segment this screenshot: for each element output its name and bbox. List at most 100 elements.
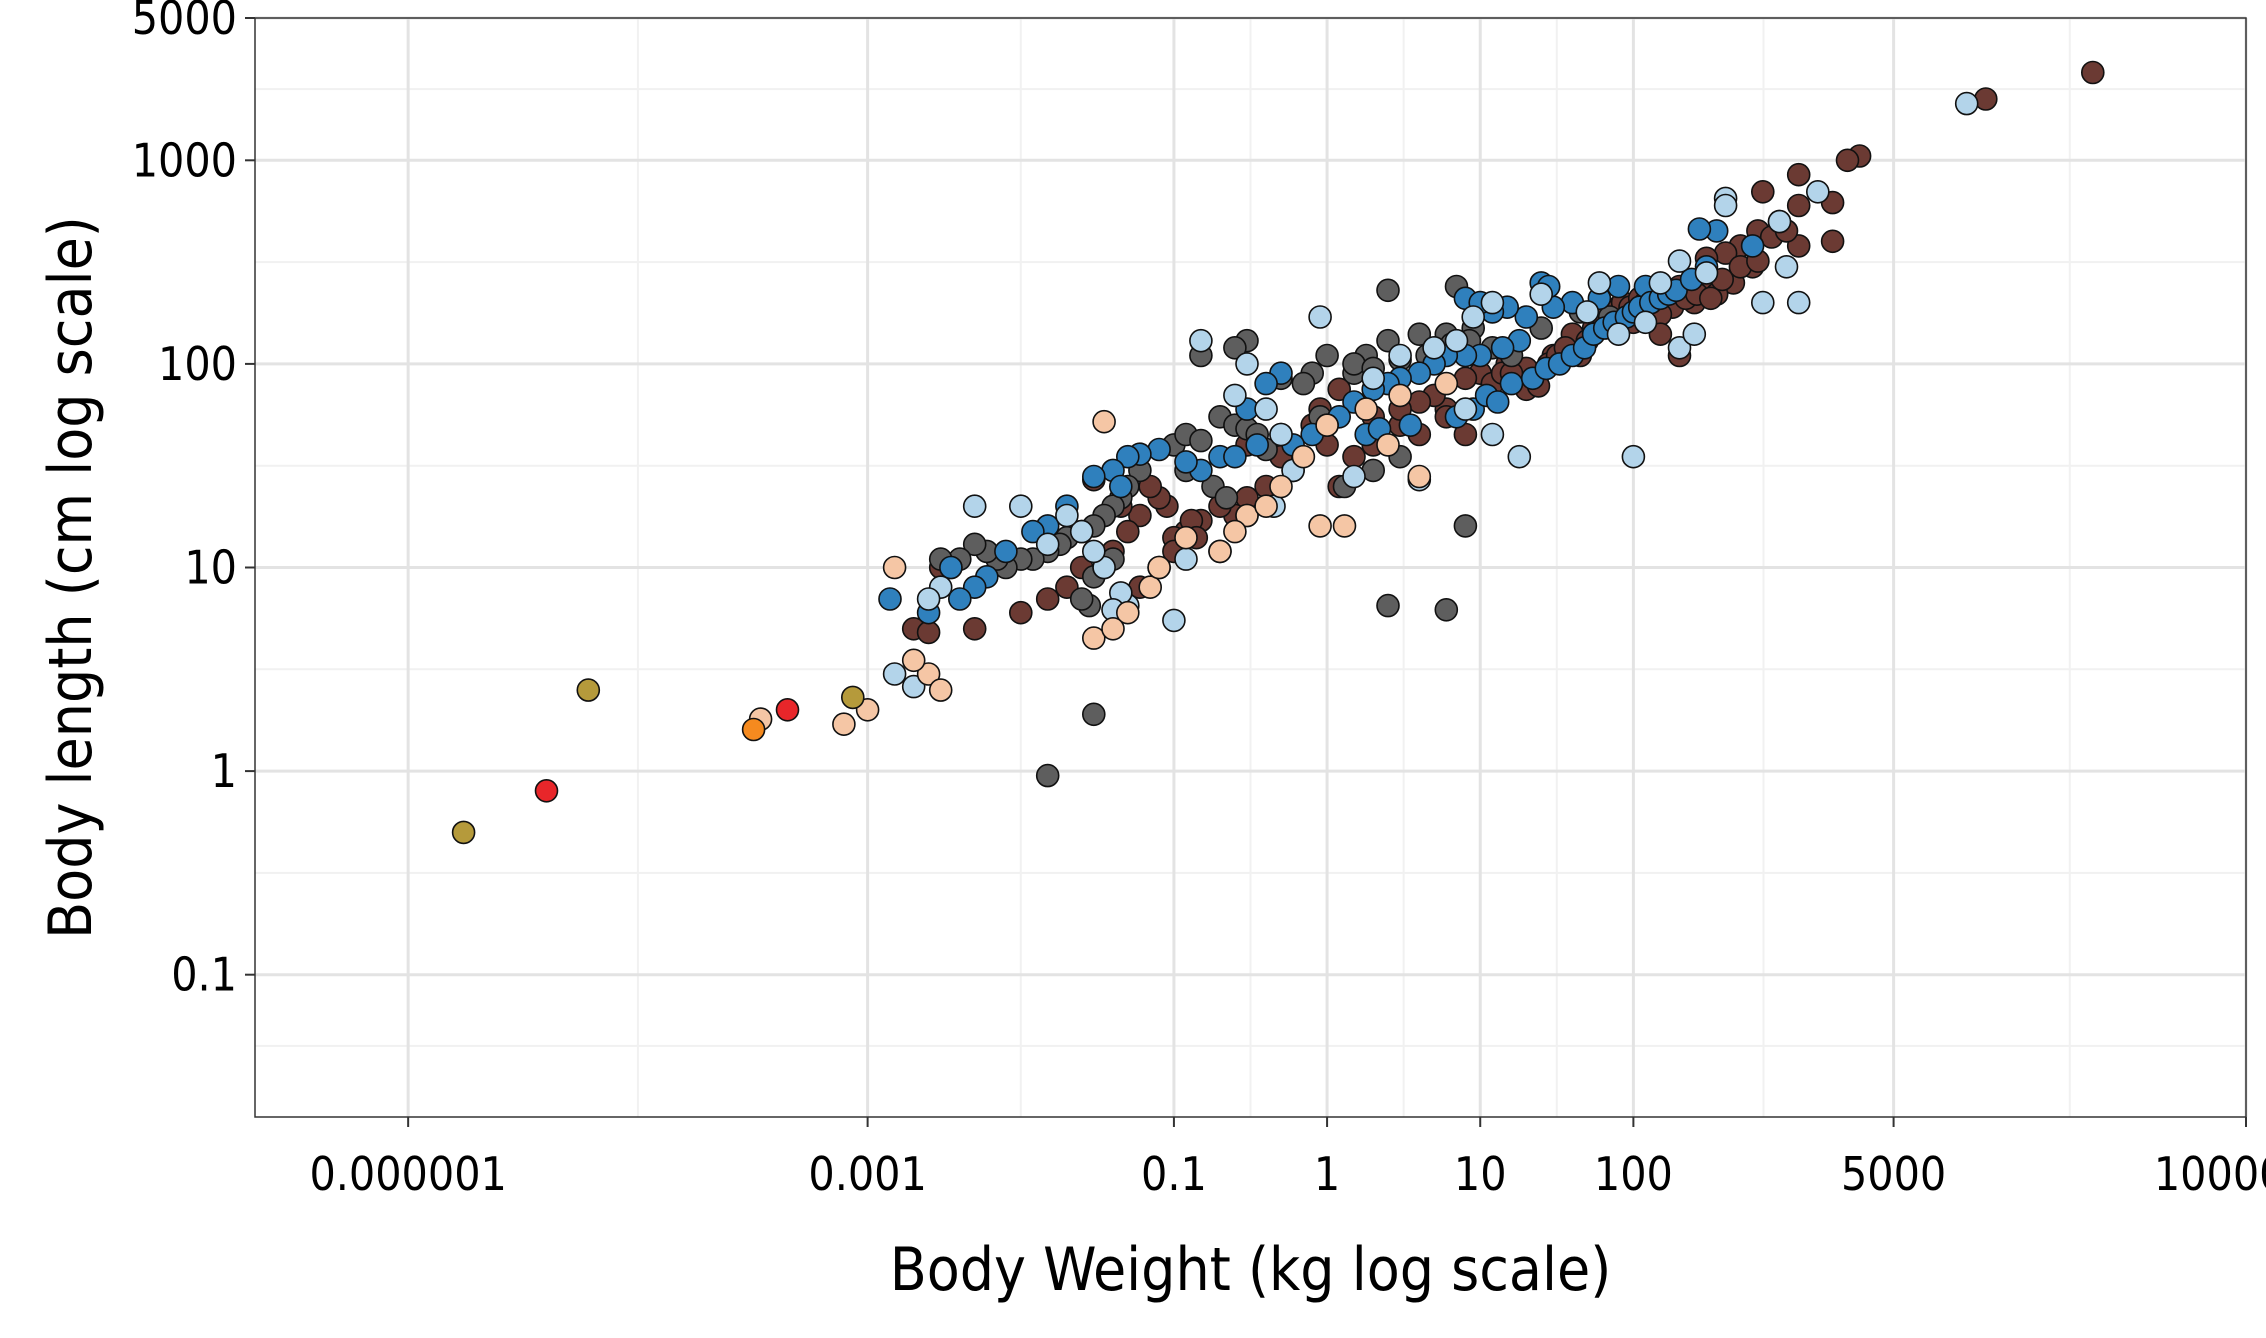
data-point xyxy=(1223,383,1247,408)
data-point xyxy=(775,697,800,722)
data-point xyxy=(1174,525,1198,550)
data-point xyxy=(1434,371,1459,396)
data-point xyxy=(1376,433,1400,457)
y-tick-label: 100 xyxy=(158,337,237,391)
data-point xyxy=(1315,413,1339,438)
data-point xyxy=(1606,274,1631,299)
data-point xyxy=(1235,352,1259,376)
y-tick-label: 0.1 xyxy=(171,948,237,1002)
data-point xyxy=(962,494,987,519)
data-point xyxy=(1269,422,1293,447)
data-point xyxy=(1138,575,1162,600)
data-point xyxy=(1332,514,1357,538)
data-point xyxy=(840,685,865,710)
data-point xyxy=(1682,322,1707,347)
data-point xyxy=(1667,335,1692,360)
data-point xyxy=(1667,249,1692,273)
data-point xyxy=(1354,397,1378,421)
data-point xyxy=(962,616,987,641)
data-point xyxy=(1189,428,1213,453)
data-point xyxy=(916,662,941,686)
data-point xyxy=(1480,290,1505,315)
data-point xyxy=(947,587,972,611)
data-point xyxy=(1835,148,1860,173)
data-point xyxy=(1575,300,1600,324)
data-point xyxy=(1008,494,1033,519)
y-tick-label: 10 xyxy=(184,541,237,595)
data-point xyxy=(1254,494,1278,519)
data-point xyxy=(928,678,953,702)
data-point xyxy=(1101,616,1125,641)
x-tick-label: 10 xyxy=(1454,1147,1507,1201)
data-point xyxy=(1082,464,1106,489)
y-tick-label: 5000 xyxy=(132,0,237,45)
data-point xyxy=(1308,305,1332,329)
data-point xyxy=(1254,371,1278,396)
data-point xyxy=(901,648,926,673)
data-point xyxy=(1342,352,1366,376)
data-point xyxy=(1422,335,1446,360)
data-point xyxy=(1786,193,1811,218)
data-point xyxy=(1223,444,1247,469)
data-point xyxy=(741,717,766,742)
data-point xyxy=(1444,328,1469,353)
data-points xyxy=(451,60,2105,845)
data-point xyxy=(1035,532,1060,557)
data-point xyxy=(1954,91,1979,116)
data-point xyxy=(916,620,941,645)
data-point xyxy=(1388,343,1412,368)
data-point xyxy=(939,555,963,580)
data-point xyxy=(962,532,987,557)
x-axis-title: Body Weight (kg log scale) xyxy=(890,1235,1612,1305)
data-point xyxy=(1713,193,1738,218)
data-point xyxy=(1035,587,1060,611)
x-tick-label: 0.001 xyxy=(808,1147,926,1201)
data-point xyxy=(1694,261,1719,285)
y-axis-title: Body length (cm log scale) xyxy=(36,216,106,939)
data-point xyxy=(1223,519,1247,544)
data-point xyxy=(878,587,902,611)
data-point xyxy=(1529,282,1553,307)
data-point xyxy=(1388,383,1412,408)
data-point xyxy=(1786,162,1811,187)
data-point xyxy=(1082,702,1106,727)
data-point xyxy=(1361,366,1385,391)
data-point xyxy=(1082,626,1106,650)
data-point xyxy=(1480,422,1505,447)
data-point xyxy=(1342,444,1366,469)
data-point xyxy=(1507,444,1532,469)
data-point xyxy=(1621,444,1646,469)
data-point xyxy=(1008,600,1033,625)
y-tick-label: 1000 xyxy=(132,133,237,187)
data-point xyxy=(1820,229,1845,254)
data-point xyxy=(1786,290,1811,315)
x-tick-label: 5000 xyxy=(1841,1147,1946,1201)
data-point xyxy=(1499,371,1524,396)
data-point xyxy=(1376,593,1400,618)
data-point xyxy=(1208,539,1232,564)
data-point xyxy=(1342,464,1366,489)
data-point xyxy=(1514,305,1539,329)
data-point xyxy=(451,820,476,845)
data-point xyxy=(1398,413,1423,438)
data-point xyxy=(1633,310,1658,335)
data-point xyxy=(1376,278,1400,303)
data-point xyxy=(1269,474,1293,499)
data-point xyxy=(1082,539,1106,564)
data-point xyxy=(916,587,941,611)
data-point xyxy=(1751,180,1775,204)
data-point xyxy=(1162,608,1186,633)
data-point xyxy=(1069,519,1094,544)
data-point xyxy=(1069,587,1094,611)
data-point xyxy=(1407,322,1432,347)
data-point xyxy=(994,539,1018,564)
data-point xyxy=(1485,390,1510,414)
x-tick-label: 100 xyxy=(1594,1147,1673,1201)
data-point xyxy=(832,712,856,737)
data-point xyxy=(1245,433,1269,457)
data-point xyxy=(1490,335,1515,360)
data-point xyxy=(1189,328,1213,353)
data-point xyxy=(1974,87,1998,111)
